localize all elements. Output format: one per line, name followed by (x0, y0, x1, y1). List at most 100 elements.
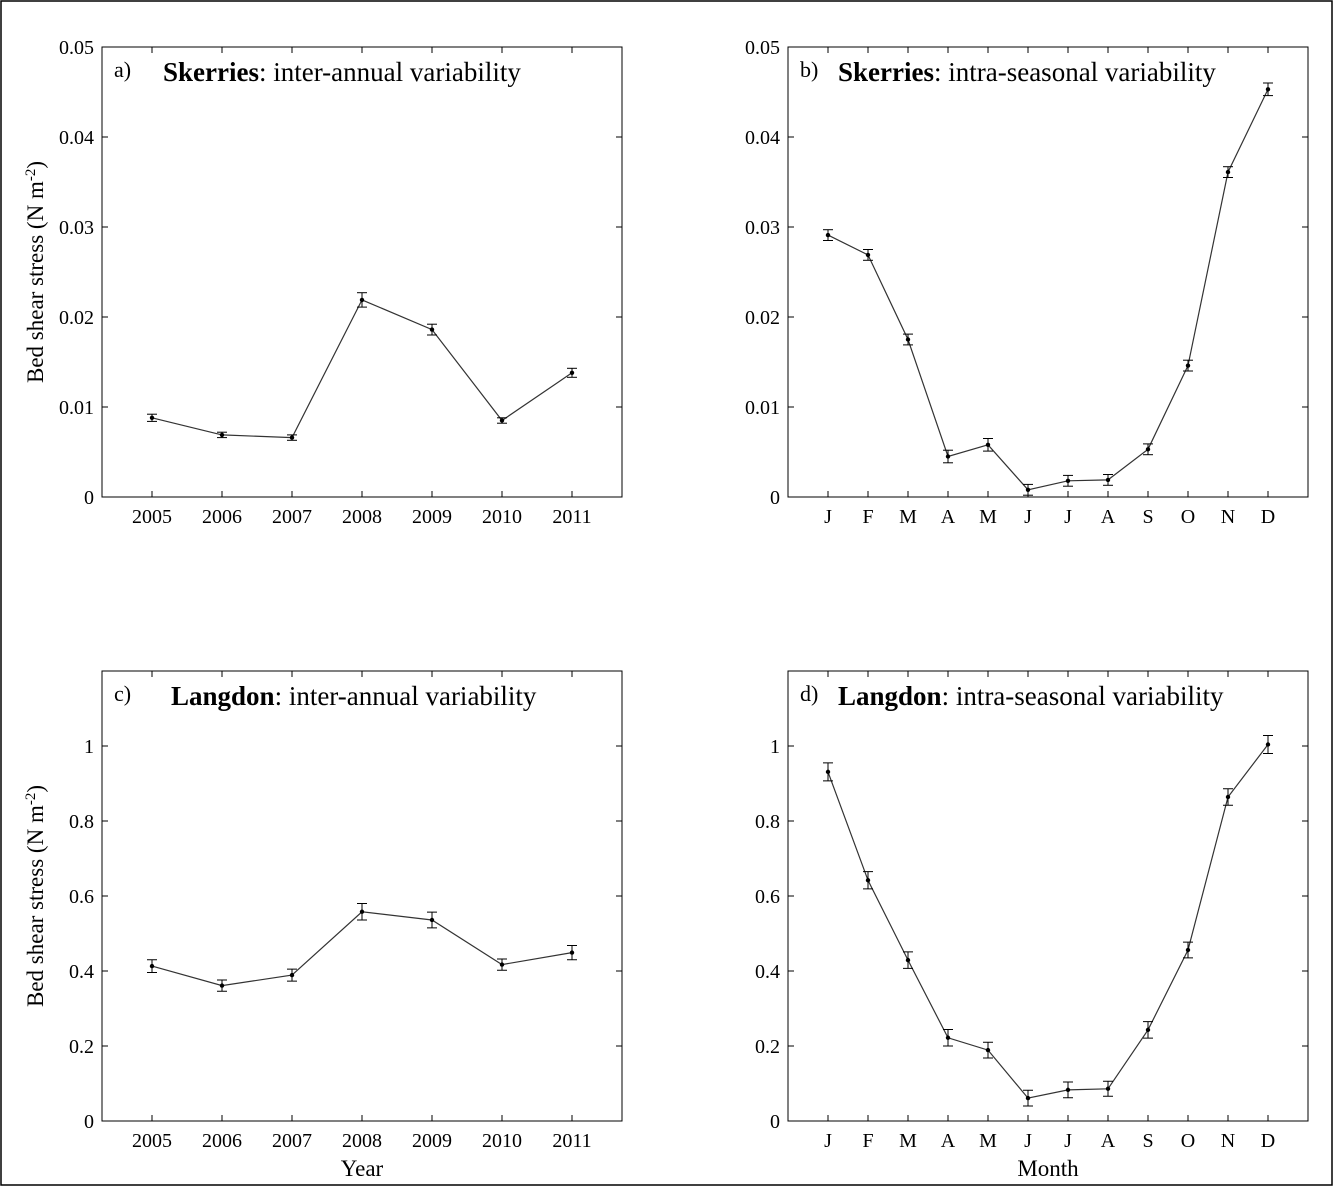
y-tick-label: 0.04 (59, 127, 94, 149)
data-point (865, 878, 871, 883)
data-point (359, 297, 365, 303)
x-tick-label: S (1142, 506, 1153, 528)
panel-a: 0 0.01 0.02 0.03 0.04 0.05 2005 2006 2007 2008 200… (23, 37, 623, 528)
y-axis-label-close: ) (23, 785, 48, 793)
data-point (1065, 478, 1071, 483)
panel-title: Langdon: inter-annual variability (171, 681, 537, 711)
x-tick-label: N (1221, 506, 1235, 528)
data-point (985, 442, 991, 447)
x-tick-label: A (1101, 506, 1116, 528)
panel-title-site: Skerries (838, 57, 934, 87)
panel-title-rest: : intra-seasonal variability (934, 57, 1216, 87)
data-point (289, 435, 295, 440)
y-axis-label-sup: -2 (23, 169, 39, 182)
panel-title: Skerries: intra-seasonal variability (838, 57, 1216, 87)
x-tick-label: 2006 (202, 1130, 242, 1152)
y-tick-label: 0.6 (69, 886, 94, 908)
y-tick-label: 0.4 (69, 961, 94, 983)
x-tick-label: 2005 (132, 1130, 172, 1152)
x-tick-label: 2006 (202, 506, 242, 528)
x-tick-label: 2011 (552, 1130, 591, 1152)
data-point (1025, 1095, 1031, 1101)
x-tick-label: J (824, 1130, 832, 1152)
x-tick-label: N (1221, 1130, 1235, 1152)
x-tick-label: 2007 (272, 1130, 312, 1152)
y-tick-label: 0.2 (69, 1036, 94, 1058)
x-tick-label: 2011 (552, 506, 591, 528)
x-tick-label: F (862, 506, 873, 528)
panel-c: 0 0.2 0.4 0.6 0.8 1 2005 2006 2007 2008 2009 2010 20… (23, 670, 623, 1181)
data-point (149, 415, 155, 420)
x-tick-label: 2005 (132, 506, 172, 528)
panel-title-rest: : inter-annual variability (275, 681, 537, 711)
data-point (149, 963, 155, 969)
x-tick-label: M (899, 1130, 917, 1152)
data-point (569, 950, 575, 955)
x-tick-label: A (941, 1130, 956, 1152)
x-tick-label: S (1142, 1130, 1153, 1152)
y-tick-label: 0 (770, 1111, 780, 1133)
y-axis-label: Bed shear stress (N m-2) (23, 785, 48, 1007)
data-point (1265, 742, 1271, 747)
x-tick-label: M (899, 506, 917, 528)
y-tick-label: 0 (84, 1111, 94, 1133)
x-tick-label: D (1261, 1130, 1275, 1152)
panel-letter: d) (800, 681, 818, 706)
panel-title-site: Langdon (838, 681, 942, 711)
x-tick-label: A (941, 506, 956, 528)
data-point (985, 1047, 991, 1053)
data-point (569, 370, 575, 375)
data-point (1265, 87, 1271, 92)
data-point (945, 1035, 951, 1040)
panel-title: Langdon: intra-seasonal variability (838, 681, 1224, 711)
data-point (1105, 1086, 1111, 1091)
y-tick-label: 0.2 (755, 1036, 780, 1058)
x-tick-label: 2009 (412, 506, 452, 528)
data-point (865, 252, 871, 258)
x-axis-label: Month (1017, 1156, 1079, 1181)
y-tick-label: 0.4 (755, 961, 780, 983)
x-tick-label: M (979, 1130, 997, 1152)
data-point (1185, 947, 1191, 953)
data-point (499, 418, 505, 423)
x-tick-label: O (1181, 506, 1195, 528)
x-tick-label: J (1024, 506, 1032, 528)
y-tick-label: 0.02 (59, 307, 94, 329)
y-tick-label: 0.01 (59, 397, 94, 419)
data-point (219, 432, 225, 438)
y-axis-label-main: Bed shear stress (N m (23, 805, 48, 1007)
data-point (219, 983, 225, 988)
data-point (429, 327, 435, 332)
panel-letter: a) (114, 57, 131, 82)
x-tick-label: 2008 (342, 1130, 382, 1152)
y-tick-label: 0.8 (69, 811, 94, 833)
data-point (1145, 1027, 1151, 1033)
data-point (945, 454, 951, 459)
y-tick-label: 0.03 (59, 217, 94, 239)
y-axis-label-close: ) (23, 161, 48, 169)
panel-title-rest: : intra-seasonal variability (942, 681, 1224, 711)
y-axis-label-main: Bed shear stress (N m (23, 181, 48, 383)
x-tick-label: J (824, 506, 832, 528)
y-tick-label: 0.05 (745, 37, 780, 59)
y-tick-label: 1 (770, 736, 780, 758)
data-point (289, 972, 295, 978)
series-line (827, 89, 1269, 491)
x-tick-label: M (979, 506, 997, 528)
data-point (359, 909, 365, 914)
x-tick-label: 2010 (482, 1130, 522, 1152)
x-tick-label: O (1181, 1130, 1195, 1152)
panel-title-rest: : inter-annual variability (259, 57, 521, 87)
data-point (905, 957, 911, 963)
y-axis-label-sup: -2 (23, 793, 39, 806)
data-point (499, 962, 505, 967)
data-point (1025, 487, 1031, 492)
x-tick-label: J (1024, 1130, 1032, 1152)
x-tick-label: F (862, 1130, 873, 1152)
panel-title: Skerries: inter-annual variability (163, 57, 521, 87)
y-tick-label: 0.01 (745, 397, 780, 419)
panel-letter: b) (800, 57, 818, 82)
y-tick-label: 0 (84, 487, 94, 509)
